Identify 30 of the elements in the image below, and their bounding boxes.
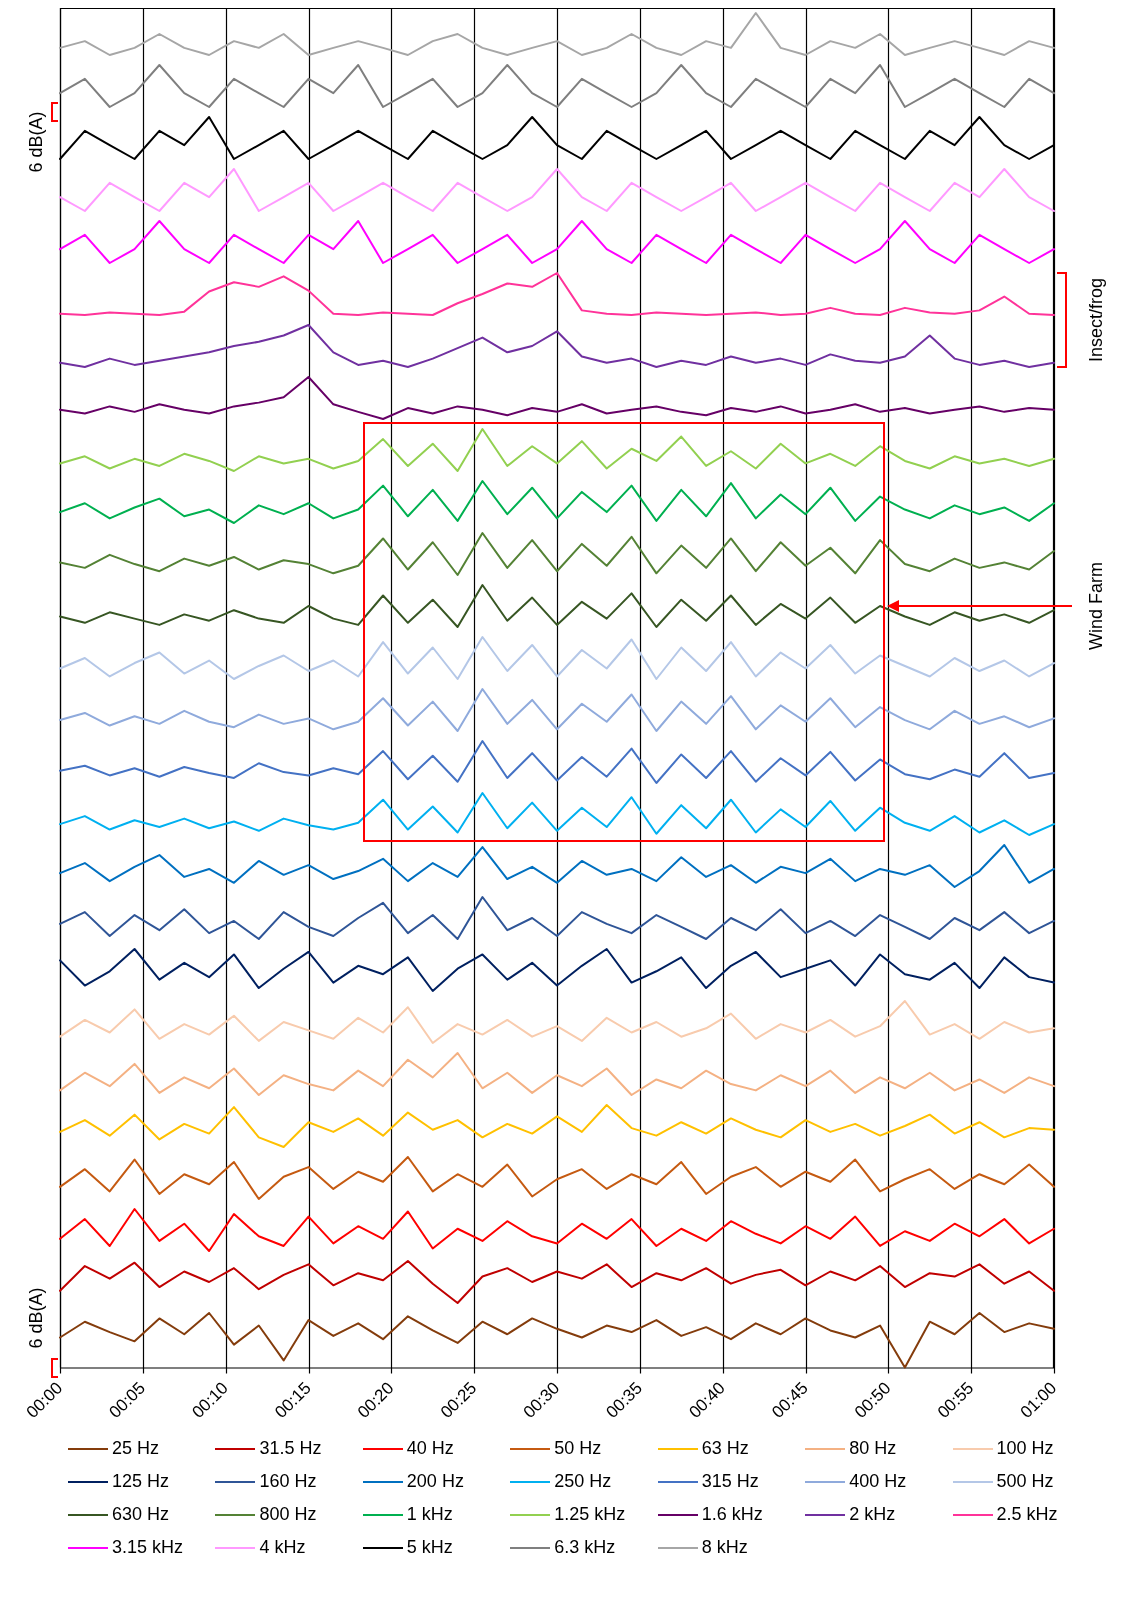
legend-label: 500 Hz	[996, 1471, 1054, 1492]
legend-label: 800 Hz	[259, 1504, 317, 1525]
legend-label: 1.25 kHz	[554, 1504, 626, 1525]
legend-label: 3.15 kHz	[112, 1537, 184, 1558]
legend-label: 160 Hz	[259, 1471, 317, 1492]
legend-label: 630 Hz	[112, 1504, 170, 1525]
legend-label: 100 Hz	[996, 1438, 1054, 1459]
legend-label: 4 kHz	[259, 1537, 306, 1558]
legend-label: 6.3 kHz	[554, 1537, 616, 1558]
legend-label: 400 Hz	[849, 1471, 907, 1492]
legend-label: 125 Hz	[112, 1471, 170, 1492]
legend-label: 63 Hz	[701, 1438, 749, 1459]
legend-label: 250 Hz	[554, 1471, 612, 1492]
legend-label: 1.6 kHz	[701, 1504, 763, 1525]
legend-label: 31.5 Hz	[259, 1438, 322, 1459]
text: Wind Farm	[1086, 561, 1106, 651]
text: Insect/frog	[1086, 277, 1106, 363]
legend-label: 50 Hz	[554, 1438, 602, 1459]
legend-label: 1 kHz	[406, 1504, 453, 1525]
legend-label: 2.5 kHz	[996, 1504, 1058, 1525]
text: 6 dB(A)	[26, 1286, 46, 1349]
legend-label: 8 kHz	[701, 1537, 748, 1558]
text: 6 dB(A)	[26, 111, 46, 173]
legend-label: 2 kHz	[849, 1504, 896, 1525]
legend-label: 80 Hz	[849, 1438, 897, 1459]
legend-label: 5 kHz	[406, 1537, 453, 1558]
legend-label: 40 Hz	[406, 1438, 454, 1459]
legend-label: 25 Hz	[112, 1438, 160, 1459]
legend-label: 315 Hz	[701, 1471, 759, 1492]
legend-label: 200 Hz	[406, 1471, 464, 1492]
